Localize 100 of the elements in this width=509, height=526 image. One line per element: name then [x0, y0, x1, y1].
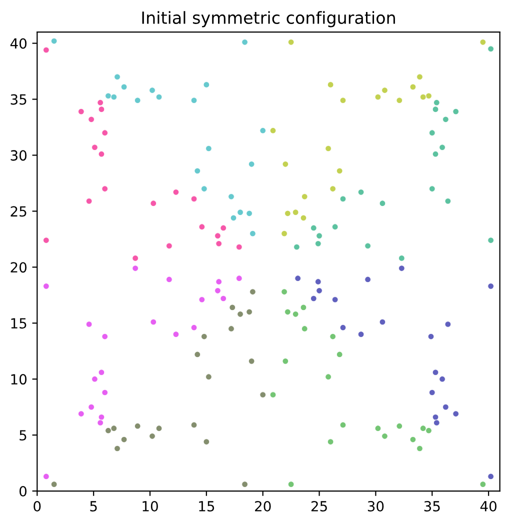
point	[198, 296, 206, 303]
point	[327, 81, 334, 88]
point	[364, 242, 372, 250]
point	[203, 81, 210, 88]
point	[242, 481, 248, 488]
point	[242, 38, 248, 46]
point	[42, 46, 50, 54]
point	[332, 296, 338, 303]
point	[432, 150, 439, 158]
point	[198, 224, 206, 230]
point	[150, 318, 157, 326]
point	[284, 308, 291, 316]
point	[294, 275, 302, 282]
x-tick-label: 20	[255, 500, 271, 512]
point	[190, 324, 198, 331]
point	[310, 295, 317, 302]
point	[91, 376, 98, 382]
point	[442, 116, 449, 123]
point	[316, 232, 323, 240]
point	[340, 422, 346, 428]
point	[416, 74, 423, 80]
point	[433, 99, 440, 106]
point	[432, 369, 439, 376]
point	[480, 38, 486, 46]
point	[396, 422, 403, 430]
point	[114, 445, 121, 452]
point	[396, 97, 403, 104]
point	[444, 321, 452, 328]
point	[214, 232, 221, 240]
y-tick-label: 25	[10, 206, 26, 217]
point	[428, 389, 436, 396]
y-tick-label: 0	[20, 486, 27, 496]
point	[246, 308, 253, 316]
point	[86, 198, 92, 204]
point	[379, 318, 386, 326]
point	[325, 374, 332, 380]
point	[452, 410, 460, 418]
point	[200, 186, 208, 192]
x-tick-label: 35	[424, 500, 440, 512]
point	[110, 425, 118, 432]
point	[156, 425, 162, 432]
point	[316, 287, 323, 294]
point	[102, 130, 108, 136]
point	[220, 224, 227, 232]
point	[216, 240, 222, 247]
point	[428, 130, 436, 136]
point	[281, 230, 288, 237]
point	[42, 282, 50, 290]
point	[358, 331, 364, 338]
point	[293, 244, 300, 250]
point	[282, 358, 289, 364]
point	[120, 436, 128, 443]
point	[230, 214, 237, 222]
point	[236, 275, 242, 282]
point	[236, 244, 242, 250]
point	[200, 333, 208, 340]
point	[426, 427, 432, 434]
point	[439, 376, 446, 382]
point	[327, 438, 334, 445]
point	[105, 92, 112, 100]
point	[374, 94, 382, 100]
point	[382, 87, 388, 94]
point	[488, 46, 494, 52]
point	[194, 351, 201, 358]
y-tick-label: 30	[10, 150, 27, 161]
point	[301, 193, 308, 200]
point	[228, 325, 234, 332]
point	[229, 304, 236, 311]
point	[248, 160, 255, 168]
point	[78, 108, 84, 115]
point	[416, 445, 423, 452]
x-tick-label: 30	[368, 500, 384, 512]
point	[301, 325, 308, 332]
point	[248, 358, 255, 364]
point	[88, 404, 95, 410]
point	[98, 414, 105, 420]
point	[220, 295, 227, 302]
point	[194, 168, 201, 174]
y-tick-label: 5	[20, 430, 26, 441]
point	[284, 210, 291, 217]
point	[91, 144, 98, 151]
point	[102, 389, 108, 396]
point	[260, 392, 266, 398]
x-tick-label: 40	[480, 500, 496, 512]
point	[332, 224, 338, 230]
point	[190, 196, 198, 202]
point	[433, 420, 440, 426]
point	[86, 321, 92, 328]
point	[292, 209, 299, 216]
x-tick-label: 10	[142, 500, 158, 512]
point	[105, 427, 112, 434]
point	[270, 127, 276, 134]
point	[442, 404, 449, 410]
point	[120, 84, 128, 90]
point	[114, 74, 121, 80]
point	[330, 186, 336, 192]
point	[358, 188, 364, 196]
point	[398, 254, 405, 262]
point	[398, 265, 405, 272]
point	[292, 310, 299, 318]
